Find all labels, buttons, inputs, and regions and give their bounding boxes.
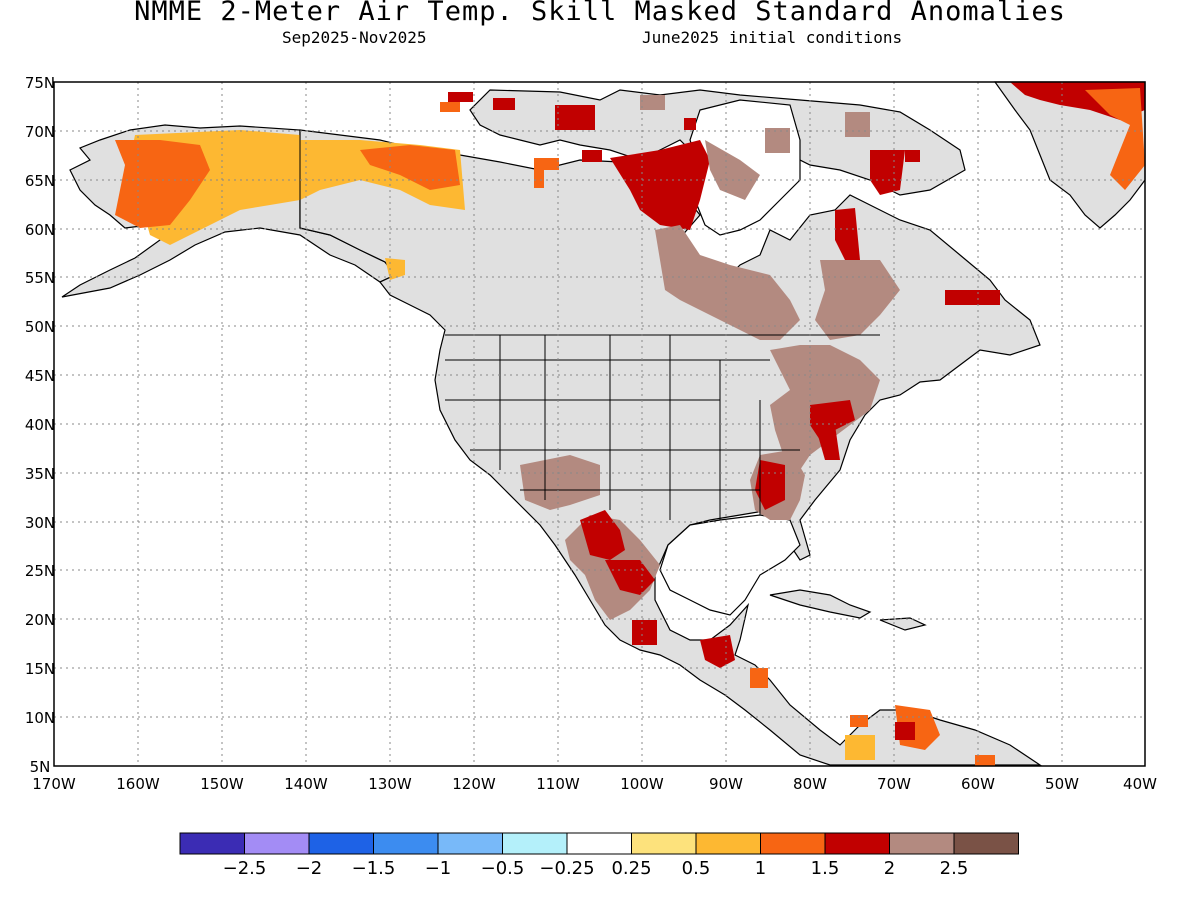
map-frame [53,81,1146,767]
lon-label: 150W [200,775,244,793]
lon-label: 70W [877,775,911,793]
gulf-of-mexico [659,514,801,616]
colorbar-swatch [824,832,890,855]
lat-label: 20N [25,611,55,629]
lat-label: 75N [25,74,55,92]
colorbar-label: −0.25 [539,858,594,879]
colorbar-label: −1.5 [352,858,396,879]
lon-axis: 170W 160W 150W 140W 130W 120W 110W 100W … [32,775,1157,793]
colorbar-swatch [889,832,955,855]
colorbar-swatch [308,832,374,855]
colorbar: −2.5 −2 −1.5 −1 −0.5 −0.25 0.25 0.5 1 1.5 2 2.5 [179,832,1019,879]
colorbar-swatch [631,832,697,855]
colorbar-swatch [760,832,826,855]
lon-label: 60W [961,775,995,793]
lon-label: 120W [452,775,496,793]
lat-label: 60N [25,221,55,239]
lat-label: 10N [25,709,55,727]
lon-label: 130W [368,775,412,793]
colorbar-swatch [437,832,503,855]
lon-label: 160W [116,775,160,793]
lat-axis: 75N 70N 65N 60N 55N 50N 45N 40N 35N 30N … [25,74,55,776]
lat-label: 5N [30,758,51,776]
initial-conditions: June2025 initial conditions [642,28,903,47]
state-borders [299,130,880,520]
lon-label: 100W [620,775,664,793]
lat-label: 40N [25,416,55,434]
colorbar-swatch [953,832,1019,855]
lat-label: 25N [25,562,55,580]
colorbar-label: 2 [884,858,895,879]
colorbar-swatch [179,832,245,855]
colorbar-label: −2 [296,858,323,879]
colorbar-label: 1 [755,858,766,879]
colorbar-label: −0.5 [481,858,525,879]
lat-label: 35N [25,465,55,483]
colorbar-swatch [566,832,632,855]
colorbar-label: −1 [425,858,452,879]
lat-label: 30N [25,514,55,532]
lat-label: 65N [25,172,55,190]
lon-label: 50W [1045,775,1079,793]
lon-label: 80W [793,775,827,793]
lat-label: 15N [25,660,55,678]
lon-label: 110W [536,775,580,793]
colorbar-swatch [373,832,439,855]
colorbar-label: 0.5 [682,858,711,879]
colorbar-swatch [695,832,761,855]
lon-label: 40W [1123,775,1157,793]
grid [54,82,1145,766]
forecast-period: Sep2025-Nov2025 [282,28,427,47]
lon-label: 140W [284,775,328,793]
colorbar-swatch [244,832,310,855]
lat-label: 45N [25,367,55,385]
map-title: NMME 2-Meter Air Temp. Skill Masked Stan… [134,0,1066,27]
colorbar-label: 2.5 [940,858,969,879]
colorbar-label: −2.5 [223,858,267,879]
lat-label: 70N [25,123,55,141]
lon-label: 90W [709,775,743,793]
lat-label: 55N [25,269,55,287]
colorbar-label: 1.5 [811,858,840,879]
lon-label: 170W [32,775,76,793]
colorbar-label: 0.25 [611,858,651,879]
anomaly-patches [115,82,1145,766]
colorbar-swatch [502,832,568,855]
lat-label: 50N [25,318,55,336]
